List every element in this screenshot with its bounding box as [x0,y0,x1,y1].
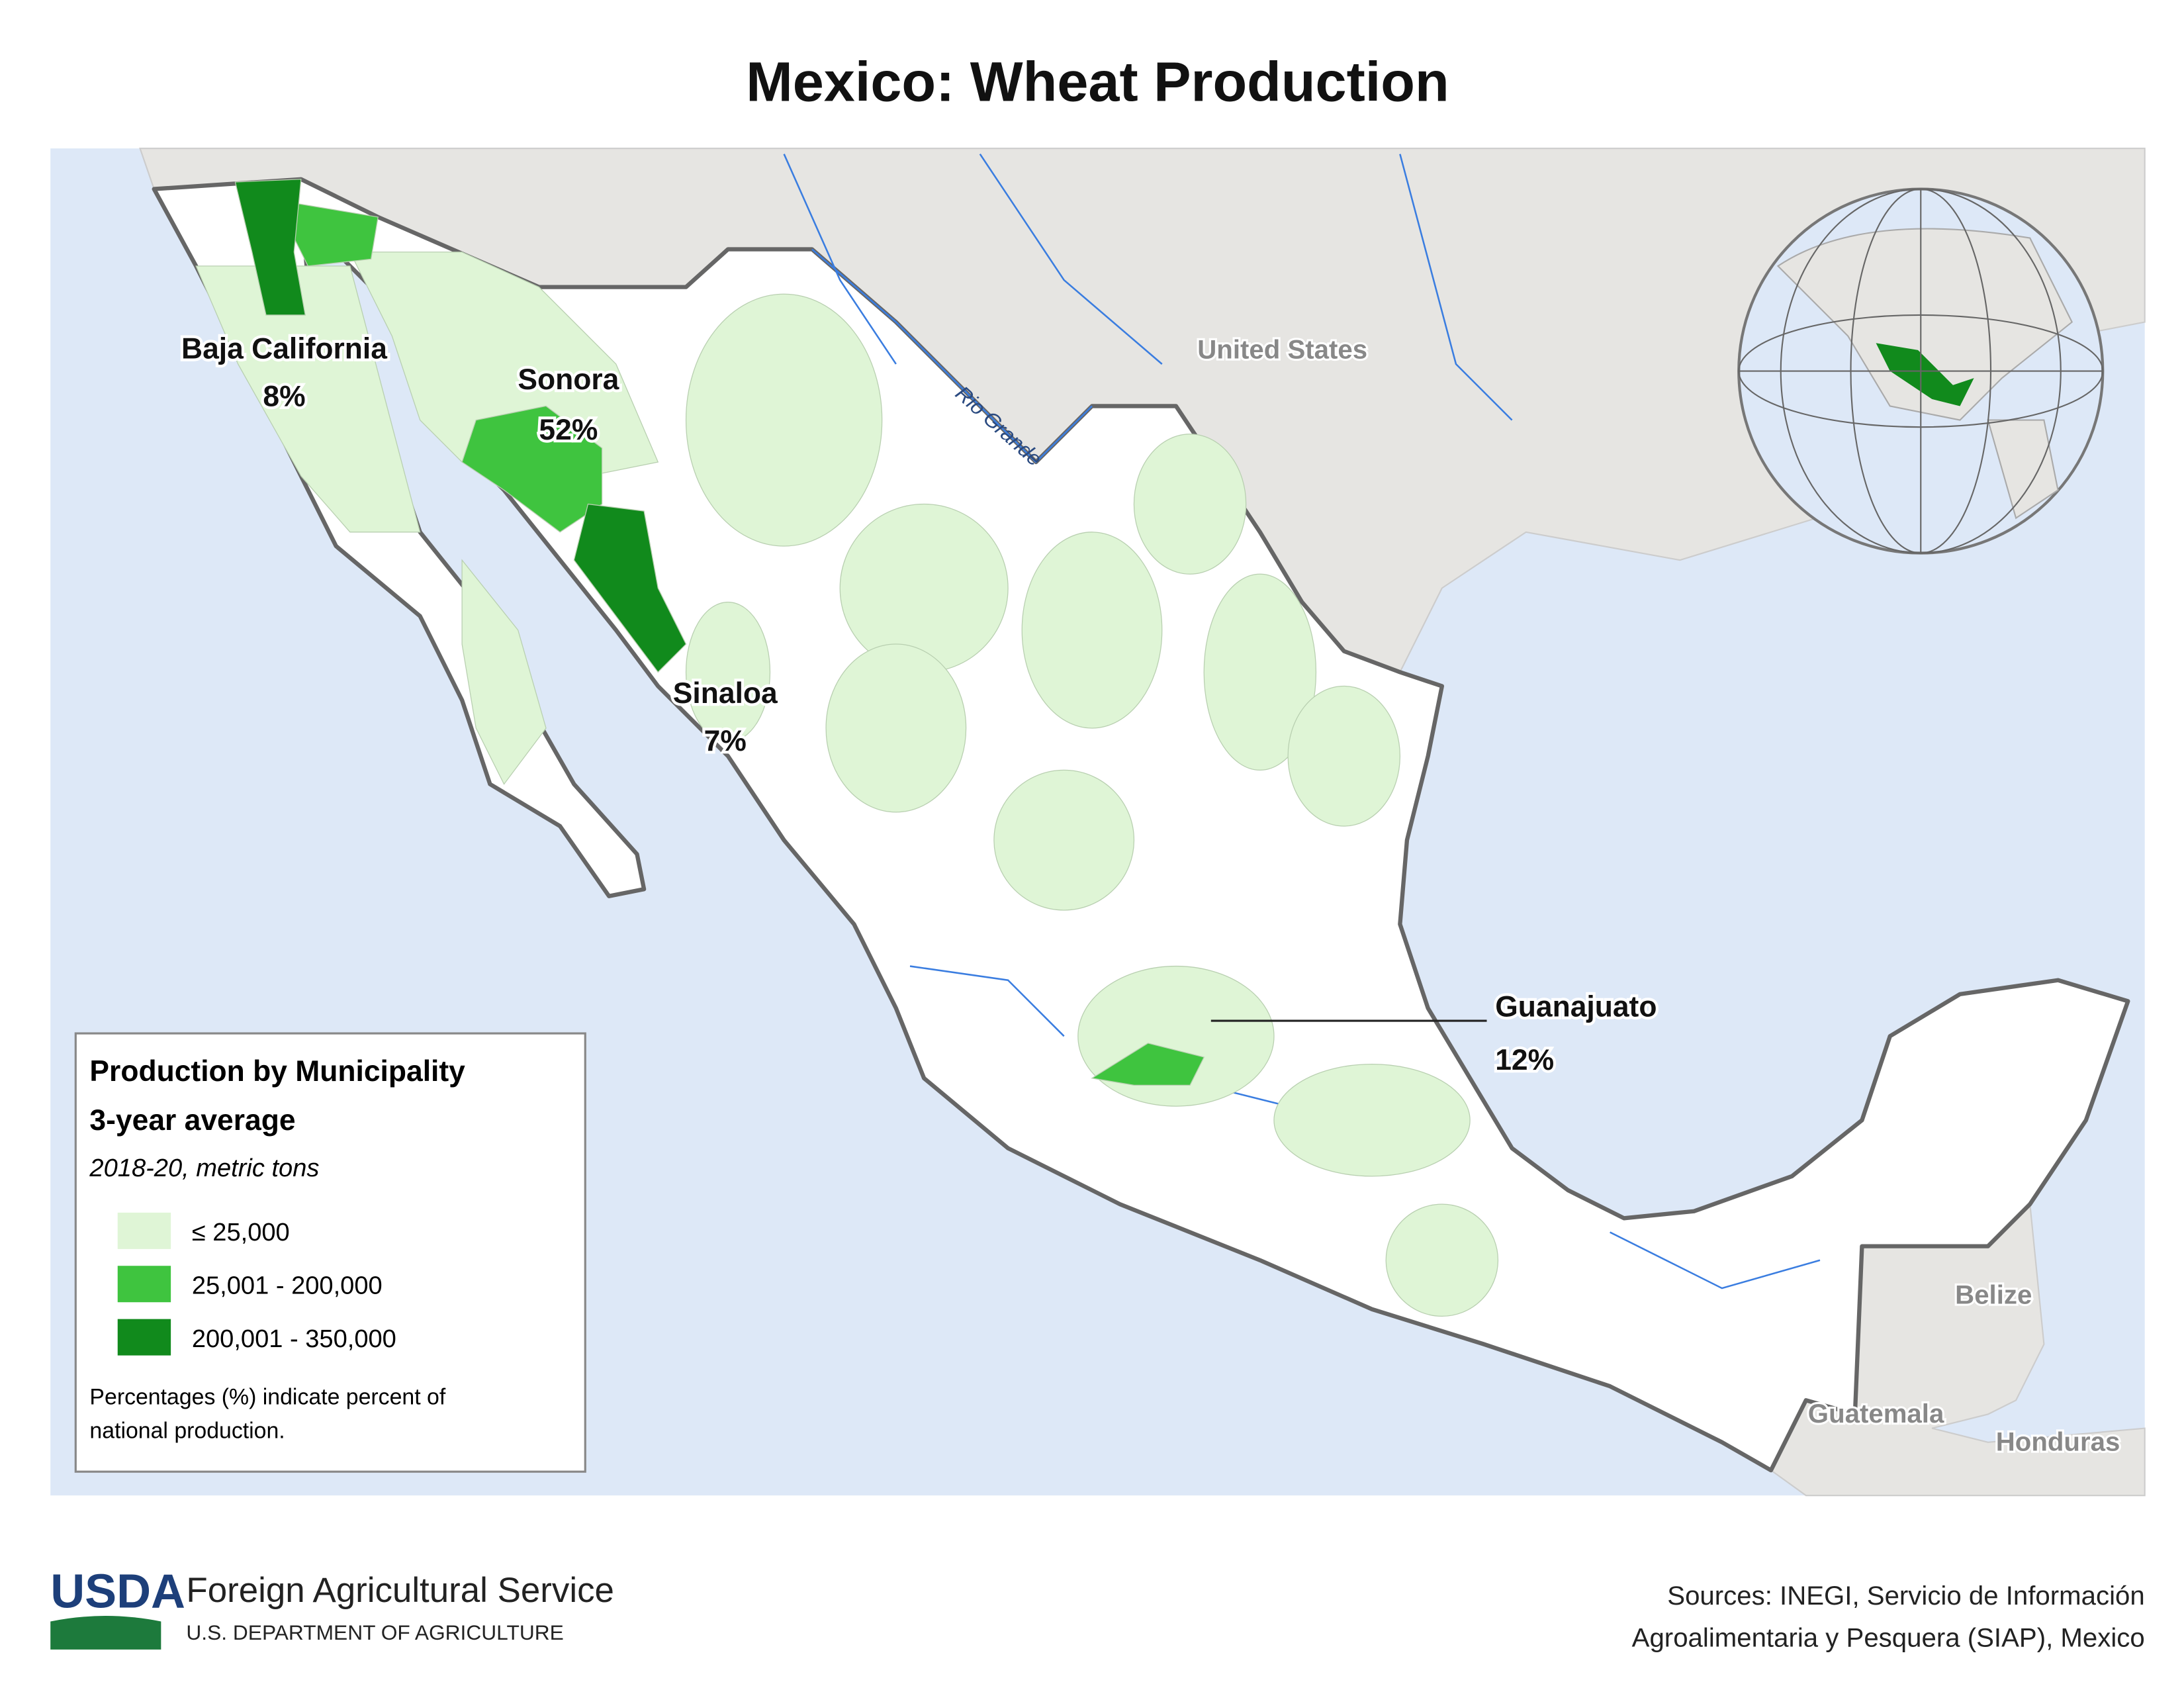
region-name: Sinaloa [673,677,778,710]
legend-swatch [117,1319,171,1356]
production-area [685,293,883,547]
title: Mexico: Wheat Production [746,50,1449,113]
region-name: Guanajuato [1495,991,1657,1023]
legend-footnote: Percentages (%) indicate percent of [89,1385,445,1410]
map: Baja California 8% Sonora 52% Sinaloa 7%… [50,148,2146,1497]
country-label: United States [1197,335,1367,365]
region-name: Baja California [181,333,387,365]
service-name: Foreign Agricultural Service [186,1571,614,1610]
region-share: 8% [263,380,305,412]
production-areas [195,179,1499,1317]
production-area [461,559,547,785]
legend-note: 2018-20, metric tons [89,1154,319,1182]
production-area [685,601,771,743]
production-area [1091,1043,1205,1086]
legend: Production by Municipality 3-year averag… [74,1032,586,1473]
legend-swatch [117,1212,171,1249]
legend-label: 25,001 - 200,000 [192,1272,383,1300]
legend-subtitle: 3-year average [89,1104,295,1137]
production-area [349,252,659,477]
mexico [152,177,2130,1473]
production-area [195,265,421,533]
rivers [783,153,1821,1289]
production-area [825,643,967,813]
production-area [993,769,1135,911]
region-share: 7% [704,725,747,757]
region-share: 12% [1495,1044,1554,1076]
legend-footnote: national production. [89,1418,285,1443]
production-area [234,179,306,316]
production-area [1287,685,1401,827]
production-area [1203,573,1317,771]
region-name: Sonora [518,363,619,396]
legend-label: 200,001 - 350,000 [192,1325,396,1353]
sources: Sources: INEGI, Servicio de Información [1667,1581,2144,1611]
country-label: Honduras [1996,1427,2120,1456]
production-area [1133,434,1247,575]
department: U.S. DEPARTMENT OF AGRICULTURE [186,1620,563,1644]
production-area [839,503,1009,673]
footer: USDA Foreign Agricultural Service U.S. D… [50,1565,2145,1653]
production-area [573,503,687,673]
legend-label: ≤ 25,000 [192,1219,290,1246]
country-label: Belize [1955,1280,2032,1309]
legend-swatch [117,1266,171,1303]
region-share: 52% [539,414,598,446]
production-area [461,405,603,533]
agency-logo: USDA [50,1565,185,1618]
production-area [1021,532,1163,729]
legend-title: Production by Municipality [89,1055,465,1088]
locator-globe [1737,187,2105,555]
sources: Agroalimentaria y Pesquera (SIAP), Mexic… [1632,1623,2145,1653]
production-area [1385,1203,1499,1317]
production-area [1273,1063,1471,1177]
logo-stripe [50,1616,161,1650]
country-label: Guatemala [1808,1399,1944,1429]
